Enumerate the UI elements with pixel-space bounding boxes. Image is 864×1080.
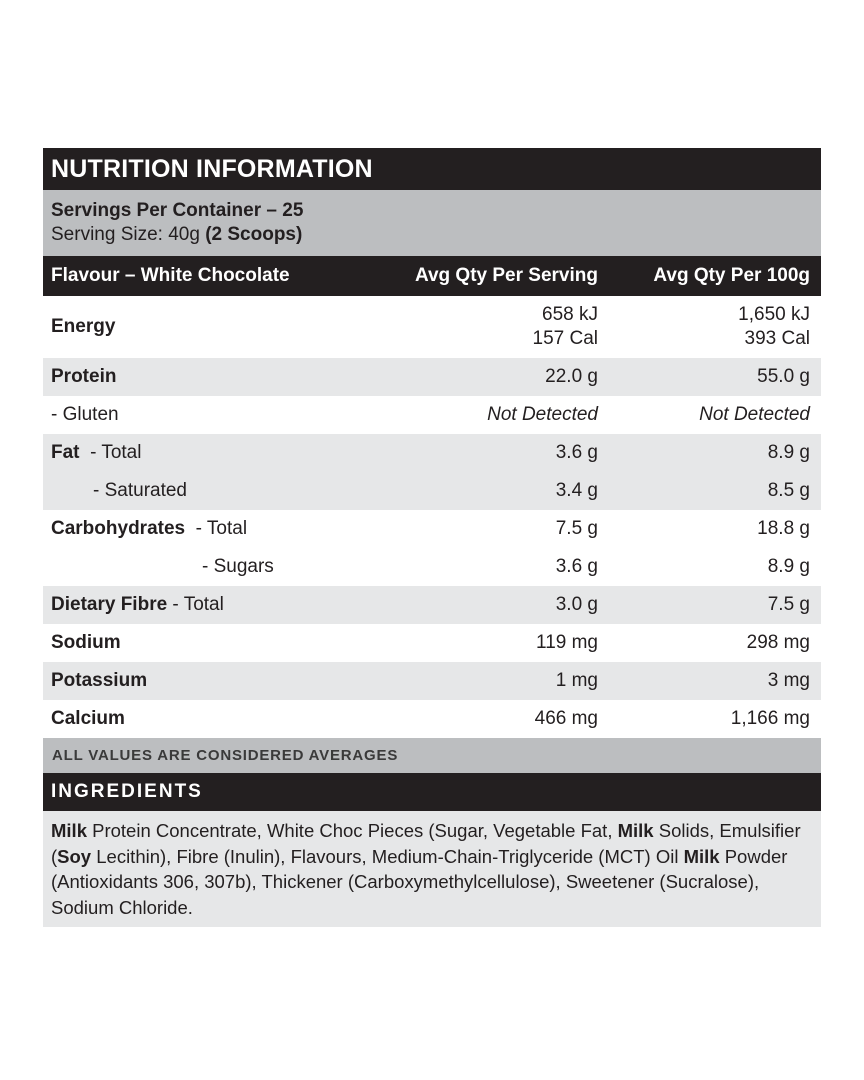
nutrient-main: Fat [51,442,80,463]
nutrient-name: - Sugars [43,556,398,578]
nutrient-main: Dietary Fibre [51,594,168,615]
nutrient-name: - Gluten [51,404,119,425]
servings-per-container: Servings Per Container – 25 [51,200,304,221]
nutrient-name: Protein [51,366,117,387]
energy-cal: 157 Cal [532,328,599,349]
per-100g-value: 1,650 kJ 393 Cal [610,303,821,351]
table-row-fat-total: Fat - Total 3.6 g 8.9 g [43,434,821,472]
per-serving-value: 7.5 g [555,518,598,539]
nutrient-sub: - Sugars [202,556,274,577]
per-100g-value: 7.5 g [767,594,810,615]
ingredient-text: Protein Concentrate, White Choc Pieces (… [86,820,618,841]
per-100g-value: 298 mg [746,632,810,653]
table-row-gluten: - Gluten Not Detected Not Detected [43,396,821,434]
per-100g-header: Avg Qty Per 100g [653,265,810,286]
ingredient-allergen: Milk [683,845,720,867]
per-serving-value: 3.0 g [555,594,598,615]
averages-note: ALL VALUES ARE CONSIDERED AVERAGES [43,738,821,773]
ingredient-text: Powder (Antioxidants 306, 307b), Thicken… [51,845,788,918]
ingredient-allergen: Soy [57,845,92,867]
per-serving-value: 3.6 g [555,442,598,463]
serving-size-scoops: (2 Scoops) [205,224,303,245]
servings-info: Servings Per Container – 25 Serving Size… [43,190,821,256]
nutrient-name: Energy [51,316,116,337]
energy-kj: 1,650 kJ [738,304,810,325]
flavour-header: Flavour – White Chocolate [51,265,290,286]
per-serving-value: 22.0 g [545,366,598,387]
nutrient-name: Fat - Total [43,442,398,464]
per-serving-value: 3.6 g [555,556,598,577]
nutrition-panel: NUTRITION INFORMATION Servings Per Conta… [43,148,821,927]
ingredient-text: Solids, Emulsifier ( [51,820,801,867]
per-100g-value: 8.9 g [767,442,810,463]
per-serving-value: 466 mg [534,708,598,729]
per-serving-value: 3.4 g [555,480,598,501]
table-row-dietary-fibre: Dietary Fibre - Total 3.0 g 7.5 g [43,586,821,624]
per-100g-value: Not Detected [699,404,810,425]
nutrient-sub: - Total [167,594,224,615]
serving-size-label: Serving Size: 40g [51,224,206,245]
nutrient-name: Potassium [51,670,148,691]
per-100g-value: 3 mg [767,670,810,691]
ingredient-allergen: Milk [51,820,87,841]
per-serving-value: 658 kJ 157 Cal [398,303,610,351]
per-serving-value: 1 mg [555,670,598,691]
nutrient-sub: - Saturated [93,480,187,501]
nutrient-name: Sodium [51,632,121,653]
table-row-sodium: Sodium 119 mg 298 mg [43,624,821,662]
serving-size: Serving Size: 40g (2 Scoops) [51,223,813,247]
ingredients-text: Milk Protein Concentrate, White Choc Pie… [43,811,821,927]
nutrition-title: NUTRITION INFORMATION [43,148,821,190]
table-row-carbohydrates-total: Carbohydrates - Total 7.5 g 18.8 g [43,510,821,548]
per-100g-value: 1,166 mg [730,708,810,729]
table-row-protein: Protein 22.0 g 55.0 g [43,358,821,396]
table-row-sugars: - Sugars 3.6 g 8.9 g [43,548,821,586]
per-100g-value: 8.9 g [767,556,810,577]
nutrient-name: Carbohydrates - Total [43,518,398,540]
ingredient-allergen: Milk [617,820,654,841]
per-serving-header: Avg Qty Per Serving [414,265,598,286]
column-header-row: Flavour – White Chocolate Avg Qty Per Se… [43,256,821,296]
table-row-potassium: Potassium 1 mg 3 mg [43,662,821,700]
ingredients-heading: INGREDIENTS [43,773,821,811]
energy-kj: 658 kJ [542,304,598,325]
per-100g-value: 55.0 g [757,366,810,387]
ingredient-text: Lecithin), Fibre (Inulin), Flavours, Med… [91,845,684,867]
per-100g-value: 18.8 g [757,518,810,539]
table-row-fat-saturated: - Saturated 3.4 g 8.5 g [43,472,821,510]
table-row-energy: Energy 658 kJ 157 Cal 1,650 kJ 393 Cal [43,296,821,358]
energy-cal: 393 Cal [744,328,811,349]
nutrient-main: Carbohydrates [51,518,186,539]
table-row-calcium: Calcium 466 mg 1,166 mg [43,700,821,738]
nutrient-sub: - Total [195,518,248,539]
nutrient-name: Calcium [51,708,125,729]
per-serving-value: Not Detected [487,404,598,425]
per-serving-value: 119 mg [536,632,598,653]
nutrient-sub: - Total [90,442,142,463]
per-100g-value: 8.5 g [767,480,810,501]
nutrient-name: - Saturated [43,480,398,502]
nutrient-name: Dietary Fibre - Total [43,594,398,616]
